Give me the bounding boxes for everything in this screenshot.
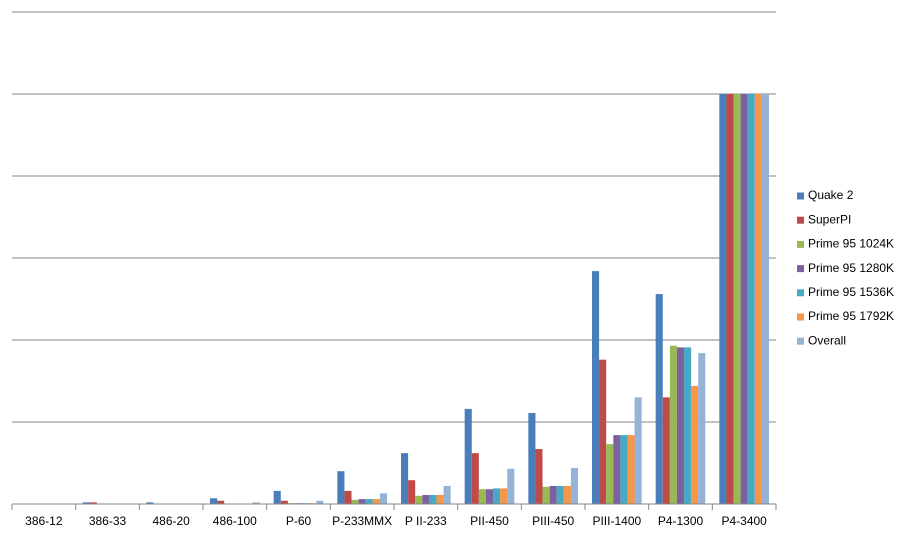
legend-swatch bbox=[797, 265, 804, 273]
bar bbox=[493, 488, 501, 504]
legend-label: Prime 95 1280K bbox=[808, 261, 894, 275]
bar bbox=[443, 485, 451, 504]
bar bbox=[210, 498, 218, 504]
bar bbox=[570, 467, 578, 504]
legend-label: Prime 95 1024K bbox=[808, 237, 894, 251]
x-tick-label: P II-233 bbox=[405, 514, 447, 528]
bar bbox=[528, 412, 536, 504]
bar bbox=[82, 502, 90, 504]
bar bbox=[485, 489, 494, 504]
bar bbox=[719, 94, 727, 504]
bar bbox=[337, 471, 345, 504]
bar bbox=[620, 435, 628, 504]
bar bbox=[698, 353, 706, 504]
x-tick-label: PIII-1400 bbox=[592, 514, 641, 528]
bar bbox=[464, 408, 472, 504]
bar bbox=[217, 500, 225, 504]
bar bbox=[726, 94, 734, 504]
bar bbox=[599, 359, 607, 504]
bar bbox=[344, 490, 352, 504]
legend-swatch bbox=[797, 313, 804, 321]
bar bbox=[655, 294, 663, 504]
bar bbox=[422, 494, 430, 504]
x-tick-label: 486-100 bbox=[213, 514, 257, 528]
legend-label: Quake 2 bbox=[808, 188, 854, 202]
x-tick-label: P4-1300 bbox=[658, 514, 704, 528]
bar bbox=[379, 493, 387, 504]
bar bbox=[146, 502, 154, 504]
bar bbox=[761, 94, 769, 504]
legend-swatch bbox=[797, 337, 804, 345]
bar bbox=[316, 500, 324, 504]
legend-swatch bbox=[797, 240, 804, 248]
bar bbox=[415, 495, 423, 504]
bar bbox=[351, 499, 359, 504]
x-tick-label: P-233MMX bbox=[332, 514, 392, 528]
bar bbox=[252, 502, 260, 504]
legend-swatch bbox=[797, 216, 804, 224]
bar bbox=[535, 449, 543, 504]
bar bbox=[478, 489, 486, 504]
legend-label: SuperPI bbox=[808, 212, 851, 226]
bar bbox=[365, 499, 373, 504]
bar bbox=[89, 502, 97, 504]
x-tick-label: 386-12 bbox=[25, 514, 63, 528]
bar bbox=[684, 347, 692, 504]
legend-swatch bbox=[797, 289, 804, 297]
x-tick-label: P-60 bbox=[286, 514, 312, 528]
bar bbox=[676, 347, 685, 504]
bar bbox=[754, 94, 762, 504]
bar bbox=[662, 397, 670, 504]
legend-label: Prime 95 1536K bbox=[808, 285, 894, 299]
bar bbox=[627, 435, 635, 504]
bar bbox=[669, 345, 677, 504]
bar bbox=[592, 271, 600, 504]
bar bbox=[542, 486, 550, 504]
bar bbox=[691, 385, 699, 504]
bar bbox=[280, 500, 288, 504]
bar bbox=[401, 453, 409, 504]
x-tick-label: PIII-450 bbox=[532, 514, 574, 528]
legend-label: Overall bbox=[808, 333, 846, 347]
bar bbox=[613, 435, 621, 504]
bar bbox=[733, 94, 741, 504]
bar bbox=[740, 94, 748, 504]
bar bbox=[549, 485, 557, 504]
bar bbox=[358, 499, 366, 504]
bar bbox=[500, 488, 508, 504]
x-tick-label: P4-3400 bbox=[721, 514, 767, 528]
bar bbox=[747, 94, 755, 504]
x-tick-label: PII-450 bbox=[470, 514, 509, 528]
bar bbox=[408, 480, 416, 504]
legend-swatch bbox=[797, 192, 804, 200]
bar bbox=[372, 499, 380, 504]
x-tick-label: 386-33 bbox=[89, 514, 127, 528]
bar bbox=[556, 485, 564, 504]
bar bbox=[634, 397, 642, 504]
bar bbox=[429, 494, 437, 504]
legend-label: Prime 95 1792K bbox=[808, 309, 894, 323]
bar bbox=[507, 468, 515, 504]
bar bbox=[606, 444, 614, 504]
bar bbox=[436, 494, 444, 504]
bar bbox=[563, 485, 571, 504]
x-tick-label: 486-20 bbox=[152, 514, 190, 528]
bar bbox=[273, 490, 281, 504]
bar bbox=[471, 453, 479, 504]
